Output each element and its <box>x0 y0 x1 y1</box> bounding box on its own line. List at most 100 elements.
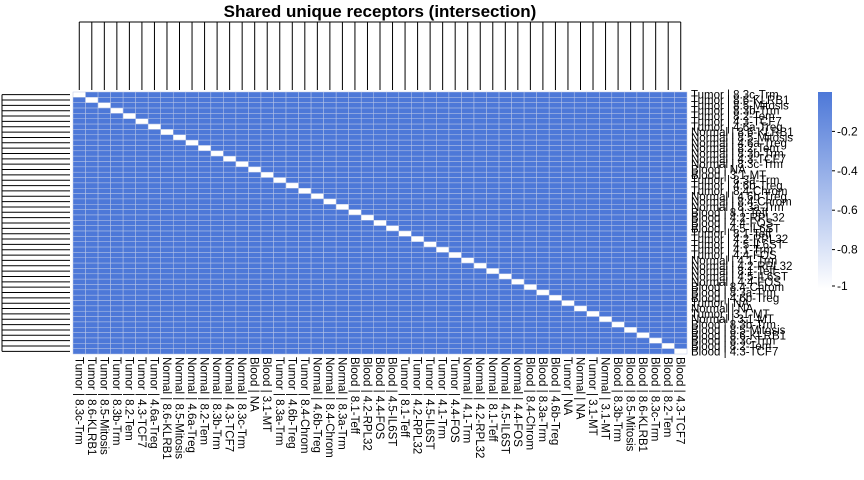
heatmap-cell <box>386 230 400 237</box>
heatmap-cell <box>97 102 111 109</box>
heatmap-cell <box>85 273 99 280</box>
heatmap-cell <box>310 327 324 333</box>
heatmap-cell <box>523 252 537 259</box>
heatmap-cell <box>348 193 362 200</box>
heatmap-cell <box>273 171 287 178</box>
heatmap-cell <box>561 204 575 210</box>
heatmap-cell <box>586 257 600 264</box>
heatmap-cell <box>235 161 249 168</box>
heatmap-cell <box>122 246 136 253</box>
heatmap-cell <box>310 102 324 109</box>
heatmap-cell <box>498 198 512 205</box>
heatmap-cell <box>536 102 550 109</box>
heatmap-cell <box>285 348 299 355</box>
heatmap-cell <box>273 91 287 98</box>
heatmap-cell <box>573 129 587 136</box>
heatmap-cell <box>185 294 199 301</box>
heatmap-cell <box>661 316 675 323</box>
heatmap-cell <box>649 289 663 296</box>
heatmap-cell <box>373 198 387 205</box>
heatmap-cell <box>511 123 525 130</box>
heatmap-cell <box>85 300 99 307</box>
column-label: Normal | 4.2-RPL32 <box>473 357 485 458</box>
heatmap-cell <box>260 145 274 152</box>
heatmap-cell <box>223 284 237 291</box>
heatmap-cell <box>373 209 387 216</box>
heatmap-cell <box>373 129 387 136</box>
heatmap-cell <box>210 107 224 114</box>
heatmap-cell <box>72 262 86 269</box>
heatmap-cell <box>423 171 437 178</box>
heatmap-cell <box>523 305 537 312</box>
heatmap-cell <box>110 273 124 280</box>
heatmap-cell <box>511 155 525 162</box>
column-label: Tumor | 4.5-IL6ST <box>423 357 435 450</box>
heatmap-cell <box>573 327 587 333</box>
heatmap-cell <box>198 145 212 152</box>
heatmap-cell <box>511 252 525 259</box>
heatmap-cell <box>210 155 224 162</box>
heatmap-cell <box>674 129 688 136</box>
heatmap-cell <box>85 129 99 136</box>
heatmap-cell <box>210 225 224 232</box>
heatmap-cell <box>323 316 337 323</box>
column-label: Normal | 3.1-MT <box>599 357 611 440</box>
heatmap-cell <box>248 150 262 157</box>
heatmap-cell <box>624 257 638 264</box>
heatmap-cell <box>147 102 161 109</box>
heatmap-cell <box>573 284 587 291</box>
column-label: Normal | 4.3-TCF7 <box>223 357 235 452</box>
heatmap-cell <box>323 310 337 317</box>
heatmap-cell <box>135 305 149 312</box>
heatmap-cell <box>110 348 124 355</box>
heatmap-cell <box>649 193 663 200</box>
heatmap-cell <box>411 187 425 194</box>
heatmap-cell <box>398 305 412 312</box>
heatmap-cell <box>72 246 86 253</box>
heatmap-cell <box>561 145 575 152</box>
heatmap-cell <box>498 220 512 226</box>
column-label: Normal | 8.3b-Trm <box>210 357 222 450</box>
heatmap-cell <box>486 316 500 323</box>
heatmap-cell <box>561 246 575 253</box>
heatmap-cell <box>486 284 500 291</box>
heatmap-cell <box>135 166 149 173</box>
heatmap-cell <box>486 343 500 349</box>
heatmap-cell <box>411 246 425 253</box>
heatmap-cell <box>423 294 437 301</box>
heatmap-cell <box>335 155 349 162</box>
heatmap-cell <box>486 113 500 119</box>
heatmap-cell <box>624 214 638 221</box>
heatmap-cell <box>335 107 349 114</box>
heatmap-cell <box>611 102 625 109</box>
heatmap-cell <box>649 209 663 216</box>
heatmap-cell <box>473 129 487 136</box>
heatmap-cell <box>97 214 111 221</box>
heatmap-cell <box>323 123 337 130</box>
column-label: Tumor | 4.3-TCF7 <box>135 357 147 448</box>
heatmap-cell <box>85 171 99 178</box>
heatmap-cell <box>561 161 575 168</box>
heatmap-cell <box>210 97 224 103</box>
heatmap-cell <box>360 113 374 119</box>
heatmap-cell <box>498 305 512 312</box>
heatmap-cell <box>323 118 337 125</box>
heatmap-cell <box>373 348 387 355</box>
heatmap-cell <box>423 278 437 285</box>
heatmap-cell <box>561 187 575 194</box>
heatmap-cell <box>260 91 274 98</box>
heatmap-cell <box>348 284 362 291</box>
heatmap-cell <box>548 310 562 317</box>
heatmap-cell <box>172 310 187 317</box>
row-label: Tumor | 3.1-MT <box>691 309 770 321</box>
heatmap-cell <box>411 155 425 162</box>
heatmap-cell <box>386 171 400 178</box>
heatmap-cell <box>248 230 262 237</box>
heatmap-cell <box>599 268 613 275</box>
heatmap-cell <box>386 113 400 119</box>
heatmap-cell <box>135 337 149 344</box>
row-label: Normal | 4.3-TCF7 <box>691 154 786 166</box>
heatmap-cell <box>536 332 550 339</box>
heatmap-cell <box>624 278 638 285</box>
heatmap-cell <box>398 230 412 237</box>
